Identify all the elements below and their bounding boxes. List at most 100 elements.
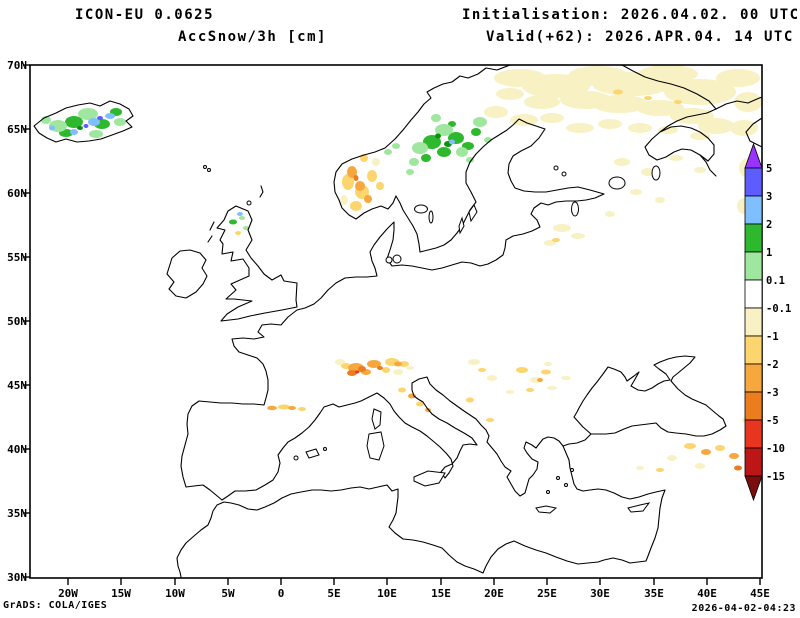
colorbar-label: -5 [766, 415, 779, 427]
aegean-island [570, 468, 574, 472]
lon-label: 40E [697, 587, 717, 600]
lat-label: 50N [7, 315, 27, 328]
snow-patches-blue [83, 116, 103, 128]
grads-credit: GrADS: COLA/IGES [3, 600, 108, 611]
lon-label: 35E [644, 587, 664, 600]
colorbar-segment [744, 223, 763, 253]
colorbar-labels: 5 3 2 1 0.1 -0.1 -1 -2 -3 -5 -10 -15 [766, 163, 791, 483]
colorbar-segment [744, 279, 763, 309]
lon-label: 20E [484, 587, 504, 600]
colorbar-segment [744, 391, 763, 421]
corsica-island [371, 408, 382, 430]
lon-axis-labels: 20W 15W 10W 5W 0 5E 10E 15E 20E 25E 30E … [58, 587, 770, 600]
colorbar-label: -1 [766, 331, 779, 343]
colorbar-arrow-top [744, 142, 763, 169]
sicily-island [413, 470, 446, 487]
faroe-islands [207, 168, 211, 172]
lat-label: 35N [7, 507, 27, 520]
aegean-island [546, 490, 550, 494]
snow-patches-yellow [235, 89, 760, 472]
lat-label: 55N [7, 251, 27, 264]
barents-coast [715, 96, 763, 110]
model-title: ICON-EU 0.0625 [75, 7, 215, 23]
snow-patches-light-green [41, 108, 492, 230]
mallorca-island [305, 448, 320, 459]
great-britain-coast [216, 205, 298, 322]
shetland-islands [259, 185, 264, 198]
lat-axis-labels: 70N 65N 60N 55N 50N 45N 40N 35N 30N [7, 59, 27, 584]
snow-patches-red [355, 370, 359, 374]
colorbar-label: 0.1 [766, 275, 785, 287]
snow-patches-cream [335, 65, 762, 470]
colorbar-segment [744, 447, 763, 477]
colorbar-label: -0.1 [766, 303, 791, 315]
oland-island [458, 216, 465, 235]
axis-ticks [23, 64, 761, 585]
lat-label: 70N [7, 59, 27, 72]
lake-saimaa [561, 171, 567, 177]
colorbar-segment [744, 363, 763, 393]
lon-label: 10E [377, 587, 397, 600]
lon-label: 20W [58, 587, 78, 600]
lake-saimaa [553, 165, 559, 171]
lake-onega [651, 165, 661, 181]
cheshskaya-coast [745, 117, 763, 148]
map-frame [29, 64, 763, 579]
colorbar-label: 5 [766, 163, 772, 175]
lat-label: 30N [7, 571, 27, 584]
kola-north-coast [621, 64, 717, 110]
lon-label: 30E [590, 587, 610, 600]
lon-label: 5W [221, 587, 235, 600]
lat-label: 45N [7, 379, 27, 392]
lon-label: 15E [431, 587, 451, 600]
lake-vattern [428, 210, 434, 224]
black-sea-coast [573, 355, 727, 437]
variable-title: AccSnow/3h [cm] [178, 29, 327, 45]
coastlines [33, 64, 763, 578]
colorbar-label: 1 [766, 247, 772, 259]
snow-patches-cyan [49, 113, 455, 216]
colorbar-label: 2 [766, 219, 772, 231]
iceland-coast [33, 100, 134, 143]
init-time: Initialisation: 2026.04.02. 00 UTC [462, 7, 800, 23]
colorbar-label: -15 [766, 471, 785, 483]
colorbar-arrow-bottom [744, 475, 763, 502]
colorbar-label: -3 [766, 387, 779, 399]
lat-label: 40N [7, 443, 27, 456]
dvina-coast [699, 154, 717, 177]
zealand-island [392, 254, 402, 264]
snow-patches-orange [267, 166, 739, 459]
lake-peipus [571, 201, 579, 217]
lake-vanern [414, 204, 428, 214]
lon-label: 15W [111, 587, 131, 600]
lakes [414, 165, 661, 224]
colorbar: 5 3 2 1 0.1 -0.1 -1 -2 -3 -5 -10 -15 [744, 142, 791, 502]
colorbar-segment [744, 419, 763, 449]
colorbar-segment [744, 195, 763, 225]
colorbar-segment [744, 251, 763, 281]
lat-label: 60N [7, 187, 27, 200]
menorca-island [323, 447, 327, 451]
snow-patches-dark-orange [347, 175, 742, 471]
creation-timestamp: 2026-04-02-04:23 [691, 603, 796, 614]
colorbar-label: 3 [766, 191, 772, 203]
lon-label: 25E [537, 587, 557, 600]
valid-time: Valid(+62): 2026.APR.04. 14 UTC [486, 29, 794, 45]
ibiza-island [293, 455, 299, 461]
lat-label: 65N [7, 123, 27, 136]
lon-label: 10W [165, 587, 185, 600]
aegean-island [556, 476, 560, 480]
lake-ladoga [608, 176, 626, 190]
hebrides-islands [207, 221, 215, 243]
white-sea-coast [644, 108, 717, 162]
sardinia-island [366, 431, 385, 461]
gotland-island [468, 203, 478, 223]
marmara-coast [562, 433, 592, 447]
continent-coast [176, 64, 666, 578]
lon-label: 45E [750, 587, 770, 600]
colorbar-label: -10 [766, 443, 785, 455]
colorbar-label: -2 [766, 359, 779, 371]
ireland-coast [166, 249, 208, 299]
lon-label: 0 [278, 587, 285, 600]
